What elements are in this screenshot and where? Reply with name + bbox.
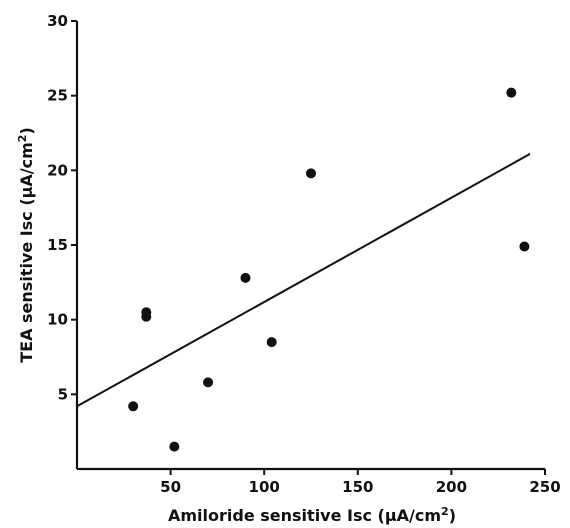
data-point-3	[169, 441, 180, 452]
x-tick-label-4: 250	[529, 478, 560, 496]
y-tick-label-2: 15	[47, 236, 68, 254]
regression-line	[76, 153, 531, 408]
data-point-0	[128, 401, 139, 412]
y-tick-label-1: 10	[47, 311, 68, 329]
y-tick-label-3: 20	[47, 161, 68, 179]
data-point-4	[203, 377, 214, 388]
data-point-2	[141, 311, 152, 322]
data-point-9	[519, 241, 530, 252]
y-tick-label-0: 5	[58, 385, 68, 403]
x-tick-label-2: 150	[342, 478, 373, 496]
data-point-5	[240, 272, 251, 283]
x-tick-label-1: 100	[249, 478, 280, 496]
y-tick-label-4: 25	[47, 87, 68, 105]
x-axis-label: Amiloride sensitive Isc (μA/cm2)	[168, 505, 456, 525]
x-tick-label-0: 50	[160, 478, 181, 496]
x-tick-label-3: 200	[436, 478, 467, 496]
data-point-8	[506, 87, 517, 98]
y-axis-label: TEA sensitive Isc (μA/cm2)	[16, 127, 36, 363]
axis-ticks: 50 100 150 200 250 5 10 15 20 25 30	[47, 12, 561, 496]
data-points	[128, 87, 530, 452]
data-point-7	[306, 168, 316, 179]
data-point-6	[266, 337, 277, 348]
y-tick-label-5: 30	[47, 12, 68, 30]
